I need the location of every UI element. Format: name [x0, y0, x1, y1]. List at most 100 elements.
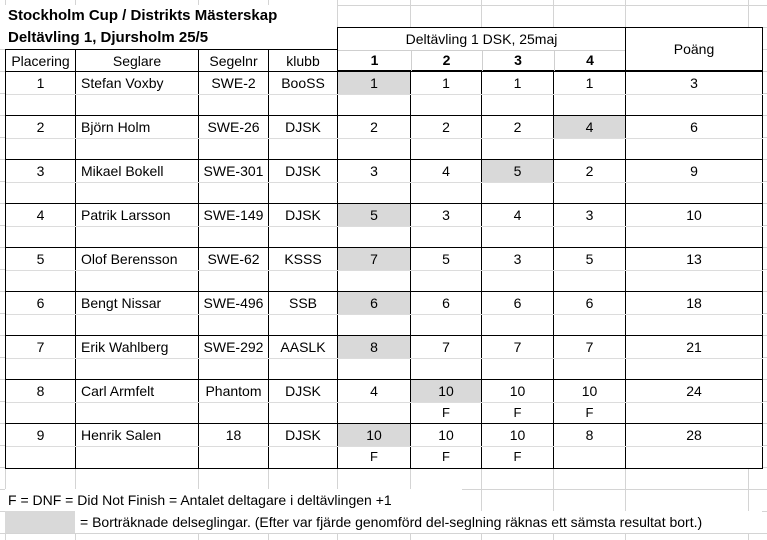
placering-cell[interactable]: 8 [6, 380, 76, 424]
seglare-cell[interactable]: Björn Holm [76, 116, 199, 160]
race-2-cell[interactable]: 2 [411, 116, 482, 160]
race-2-cell[interactable]: 10 F [411, 380, 482, 424]
klubb-cell[interactable]: DJSK [269, 380, 338, 424]
header-race-1[interactable]: 1 [370, 52, 379, 68]
race-3-cell[interactable]: 6 [482, 292, 554, 336]
race-2-cell[interactable]: 5 [411, 248, 482, 292]
header-seglare[interactable]: Seglare [76, 50, 199, 72]
segelnr-cell[interactable]: SWE-62 [199, 248, 269, 292]
race-4-cell[interactable]: 4 [554, 116, 626, 160]
header-race-3[interactable]: 3 [514, 52, 522, 68]
poang-cell[interactable]: 6 [626, 116, 763, 160]
race-3-cell[interactable]: 1 [482, 72, 554, 116]
poang-cell-value: 24 [686, 383, 702, 399]
poang-cell[interactable]: 9 [626, 160, 763, 204]
footnote-discard[interactable]: = Borträknade delseglingar. (Efter var f… [80, 514, 703, 530]
placering-cell[interactable]: 5 [6, 248, 76, 292]
poang-cell[interactable]: 10 [626, 204, 763, 248]
discard-legend-swatch[interactable] [5, 511, 75, 533]
race-2-cell[interactable]: 1 [411, 72, 482, 116]
header-placering[interactable]: Placering [6, 50, 76, 72]
race-1-cell[interactable]: 3 [338, 160, 411, 204]
poang-cell[interactable]: 28 [626, 424, 763, 468]
header-race-2[interactable]: 2 [442, 52, 451, 68]
race-3-cell[interactable]: 10 F [482, 380, 554, 424]
segelnr-cell[interactable]: 18 [199, 424, 269, 468]
placering-cell[interactable]: 3 [6, 160, 76, 204]
poang-cell[interactable]: 18 [626, 292, 763, 336]
header-poang[interactable]: Poäng [625, 27, 763, 71]
race-4-cell[interactable]: 2 [554, 160, 626, 204]
race-1-cell[interactable]: 5 [338, 204, 411, 248]
segelnr-cell[interactable]: Phantom [199, 380, 269, 424]
race-3-cell[interactable]: 7 [482, 336, 554, 380]
race-2-cell[interactable]: 3 [411, 204, 482, 248]
placering-cell[interactable]: 1 [6, 72, 76, 116]
poang-cell[interactable]: 21 [626, 336, 763, 380]
poang-cell[interactable]: 24 [626, 380, 763, 424]
race-3-cell[interactable]: 3 [482, 248, 554, 292]
placering-cell[interactable]: 7 [6, 336, 76, 380]
seglare-cell[interactable]: Stefan Voxby [76, 72, 199, 116]
race-4-cell[interactable]: 3 [554, 204, 626, 248]
race-3-cell[interactable]: 10 F [482, 424, 554, 468]
seglare-cell[interactable]: Patrik Larsson [76, 204, 199, 248]
race-series-title[interactable]: Deltävling 1 DSK, 25maj [405, 31, 558, 47]
klubb-cell[interactable]: AASLK [269, 336, 338, 380]
klubb-cell[interactable]: BooSS [269, 72, 338, 116]
header-race-4[interactable]: 4 [586, 52, 594, 68]
header-klubb[interactable]: klubb [269, 50, 338, 72]
klubb-cell[interactable]: DJSK [269, 424, 338, 468]
race-3-cell[interactable]: 5 [482, 160, 554, 204]
race-4-cell[interactable]: 1 [554, 72, 626, 116]
segelnr-cell[interactable]: SWE-496 [199, 292, 269, 336]
klubb-cell[interactable]: DJSK [269, 160, 338, 204]
klubb-cell[interactable]: KSSS [269, 248, 338, 292]
seglare-cell[interactable]: Mikael Bokell [76, 160, 199, 204]
title-event-date[interactable]: Deltävling 1, Djursholm 25/5 [8, 29, 209, 46]
header-segelnr[interactable]: Segelnr [199, 50, 269, 72]
race-2-cell[interactable]: 10 F [411, 424, 482, 468]
poang-cell[interactable]: 13 [626, 248, 763, 292]
race-2-cell[interactable]: 7 [411, 336, 482, 380]
seglare-cell[interactable]: Bengt Nissar [76, 292, 199, 336]
segelnr-cell[interactable]: SWE-26 [199, 116, 269, 160]
klubb-cell[interactable]: DJSK [269, 204, 338, 248]
race-1-cell[interactable]: 8 [338, 336, 411, 380]
placering-cell[interactable]: 4 [6, 204, 76, 248]
race-4-cell[interactable]: 8 [554, 424, 626, 468]
race-3-cell[interactable]: 2 [482, 116, 554, 160]
poang-cell[interactable]: 3 [626, 72, 763, 116]
race-3-cell[interactable]: 4 [482, 204, 554, 248]
klubb-cell[interactable]: DJSK [269, 116, 338, 160]
seglare-cell[interactable]: Olof Berensson [76, 248, 199, 292]
race-1-cell[interactable]: 4 [338, 380, 411, 424]
segelnr-cell[interactable]: SWE-149 [199, 204, 269, 248]
race-4-cell[interactable]: 10 F [554, 380, 626, 424]
race-4-cell[interactable]: 5 [554, 248, 626, 292]
race-4-cell[interactable]: 7 [554, 336, 626, 380]
race-1-cell[interactable]: 10 F [338, 424, 411, 468]
race-1-cell[interactable]: 6 [338, 292, 411, 336]
klubb-cell[interactable]: SSB [269, 292, 338, 336]
seglare-cell[interactable]: Carl Armfelt [76, 380, 199, 424]
race-2-cell[interactable]: 6 [411, 292, 482, 336]
segelnr-cell[interactable]: SWE-292 [199, 336, 269, 380]
placering-cell[interactable]: 9 [6, 424, 76, 468]
race-4-cell[interactable]: 6 [554, 292, 626, 336]
empty-subcell [482, 138, 553, 160]
title-competition[interactable]: Stockholm Cup / Distrikts Mästerskap [8, 7, 278, 24]
placering-cell[interactable]: 2 [6, 116, 76, 160]
race-1-cell[interactable]: 1 [338, 72, 411, 116]
footnote-dnf[interactable]: F = DNF = Did Not Finish = Antalet delta… [8, 492, 392, 508]
race-1-cell[interactable]: 7 [338, 248, 411, 292]
placering-cell[interactable]: 6 [6, 292, 76, 336]
race-2-cell[interactable]: 4 [411, 160, 482, 204]
segelnr-cell[interactable]: SWE-301 [199, 160, 269, 204]
seglare-cell[interactable]: Henrik Salen [76, 424, 199, 468]
segelnr-cell[interactable]: SWE-2 [199, 72, 269, 116]
seglare-cell-value: Carl Armfelt [81, 383, 155, 399]
seglare-cell[interactable]: Erik Wahlberg [76, 336, 199, 380]
race-1-cell[interactable]: 2 [338, 116, 411, 160]
empty-subcell [338, 94, 410, 116]
